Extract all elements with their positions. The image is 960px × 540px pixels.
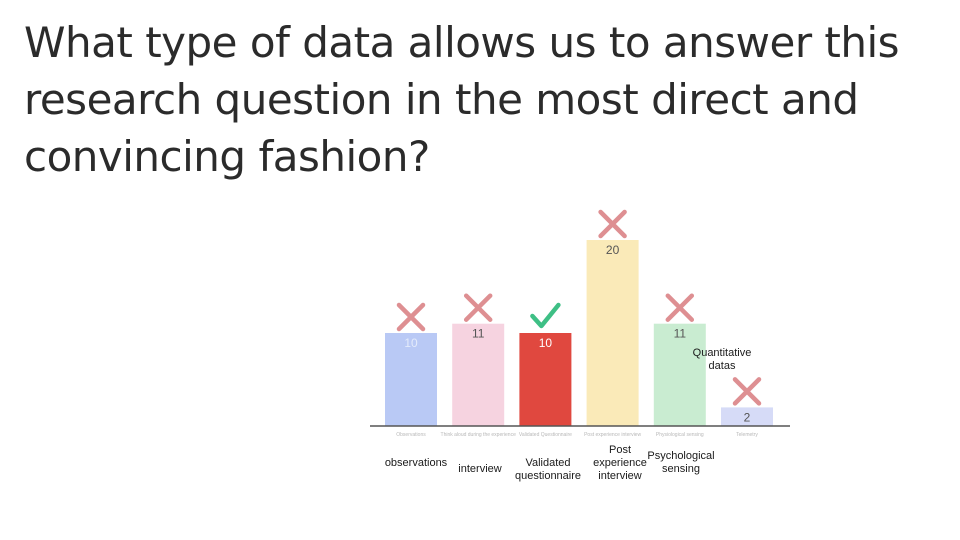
category-tick-label-post-experience-interview: Post experience interview	[584, 432, 641, 438]
cross-mark-post-experience-interview	[598, 209, 627, 239]
bar-value-label-observations: 10	[404, 336, 418, 350]
bar-physiological-sensing	[653, 323, 706, 426]
annotation-post-experience-interview: Post experience interview	[593, 444, 647, 482]
cross-mark-observations	[396, 302, 426, 332]
category-tick-label-observations: Observations	[396, 432, 426, 438]
question-title: What type of data allows us to answer th…	[24, 18, 900, 181]
bar-value-label-validated-questionnaire: 10	[539, 336, 553, 350]
category-tick-label-physiological-sensing: Physiological sensing	[656, 432, 704, 438]
bar-think-aloud-during-the-experience	[452, 323, 505, 426]
annotation-psychological-sensing: Psychological sensing	[647, 450, 715, 475]
bar-validated-questionnaire	[519, 333, 572, 426]
bar-post-experience-interview	[586, 240, 639, 426]
annotation-validated-questionnaire: Validated questionnaire	[514, 457, 582, 482]
check-mark-validated-questionnaire	[530, 302, 561, 329]
category-tick-label-telemetry: Telemetry	[736, 432, 758, 438]
bar-value-label-telemetry: 2	[744, 410, 751, 424]
category-tick-label-validated-questionnaire: Validated Questionnaire	[519, 432, 572, 438]
annotation-interview: interview	[458, 463, 502, 475]
bar-value-label-post-experience-interview: 20	[606, 243, 620, 257]
cross-mark-physiological-sensing	[665, 293, 695, 322]
annotation-observations: observations	[384, 457, 448, 469]
cross-mark-telemetry	[732, 377, 762, 406]
category-tick-label-think-aloud-during-the-experience: Think aloud during the experience	[441, 432, 517, 438]
cross-mark-think-aloud-during-the-experience	[463, 293, 493, 322]
bar-telemetry	[721, 407, 773, 426]
annotation-quantitative-datas: Quantitative datas	[692, 347, 752, 372]
bar-observations	[385, 333, 437, 426]
bar-value-label-physiological-sensing: 11	[674, 327, 687, 341]
bar-value-label-think-aloud-during-the-experience: 11	[472, 327, 485, 341]
